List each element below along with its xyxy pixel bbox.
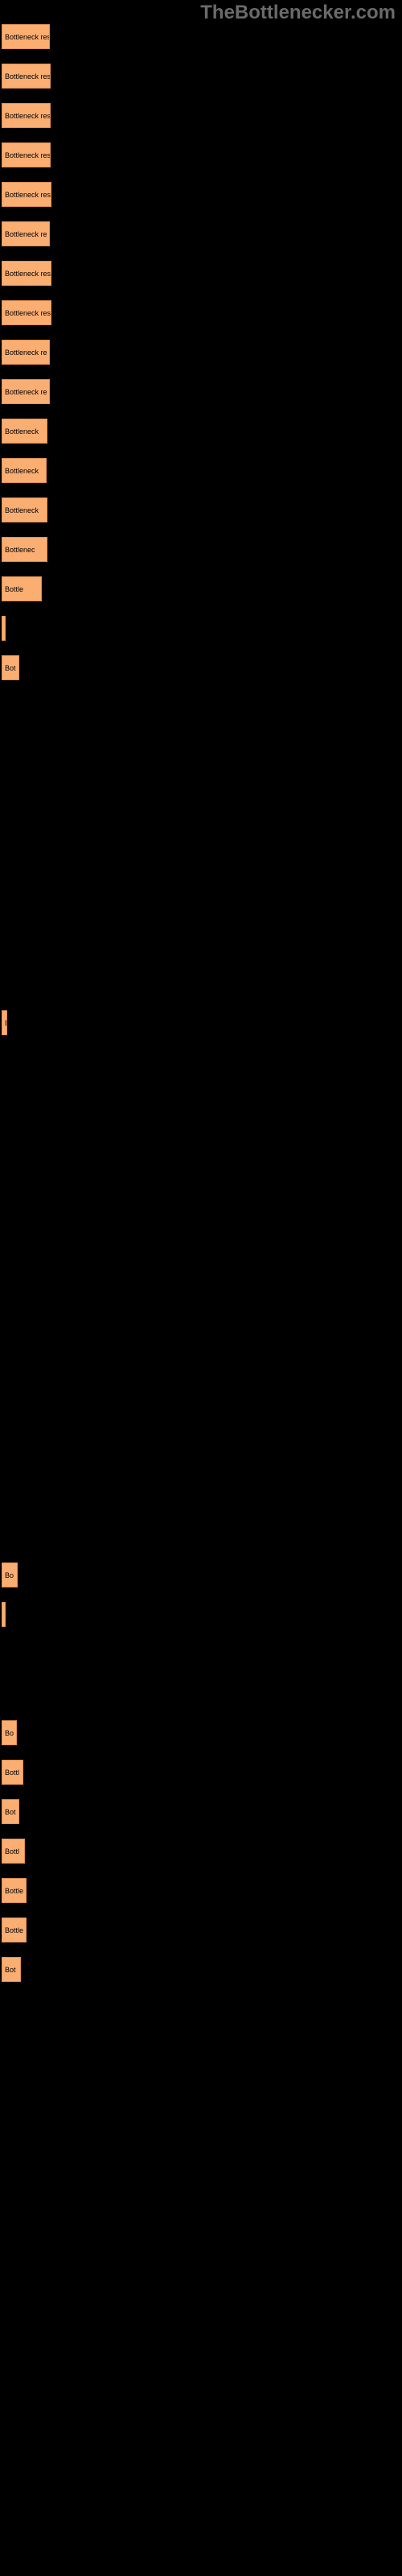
bar-row [2, 695, 400, 720]
watermark-text: TheBottlenecker.com [200, 2, 396, 24]
bar-row: Bottle [2, 576, 400, 601]
bar: Bottleneck re [2, 340, 50, 365]
bar: Bottleneck res [2, 182, 51, 207]
bar: Bottleneck [2, 497, 47, 522]
bar-row: Bottleneck res [2, 64, 400, 89]
bar-row: B [2, 1010, 400, 1035]
bar-row: Bottleneck res [2, 103, 400, 128]
bar-row [2, 1444, 400, 1469]
bar-row: Bottlenec [2, 537, 400, 562]
bar [2, 1602, 6, 1627]
bar-row: Bottl [2, 1839, 400, 1864]
bar-row [2, 1602, 400, 1627]
bar-row [2, 1641, 400, 1666]
bar-row: Bottleneck res [2, 300, 400, 325]
bar: Bottleneck res [2, 64, 51, 89]
bar-row: Bottleneck [2, 497, 400, 522]
bar-chart-container: Bottleneck res Bottleneck res Bottleneck r… [2, 24, 400, 1996]
bar-row: Bottleneck res [2, 142, 400, 167]
bar-row: Bottleneck re [2, 221, 400, 246]
bar-row: Bottle [2, 1878, 400, 1903]
bar: Bottle [2, 576, 42, 601]
bar-row [2, 1050, 400, 1075]
bar: Bottleneck re [2, 379, 50, 404]
bar-row [2, 1168, 400, 1193]
bar: Bottleneck res [2, 142, 51, 167]
bar: Bottle [2, 1878, 27, 1903]
bar: Bottle [2, 1918, 27, 1942]
bar-row: Bottleneck res [2, 182, 400, 207]
bar-row [2, 1089, 400, 1114]
bar-row [2, 1286, 400, 1311]
bar-row: Bottleneck re [2, 340, 400, 365]
bar-row: Bo [2, 1720, 400, 1745]
bar: Bottleneck res [2, 24, 50, 49]
bar: Bot [2, 655, 19, 680]
bar: Bottleneck res [2, 300, 51, 325]
bar-row: Bot [2, 1799, 400, 1824]
bar: Bottl [2, 1760, 23, 1785]
bar-row [2, 813, 400, 838]
bar-row: Bot [2, 655, 400, 680]
bar: Bot [2, 1799, 19, 1824]
bar [2, 616, 6, 641]
bar-row [2, 1208, 400, 1232]
bar-row [2, 892, 400, 917]
bar: Bottl [2, 1839, 25, 1864]
bar-row: Bottle [2, 1918, 400, 1942]
bar-row [2, 1523, 400, 1548]
bar-row [2, 616, 400, 641]
bar-row [2, 971, 400, 996]
bar-row [2, 1247, 400, 1272]
bar: Bottleneck res [2, 103, 51, 128]
bar-row: Bottl [2, 1760, 400, 1785]
bar-row [2, 1681, 400, 1706]
bar: Bo [2, 1720, 17, 1745]
bar-row [2, 1129, 400, 1154]
bar: Bot [2, 1957, 21, 1982]
bar-row [2, 931, 400, 956]
bar: Bottleneck res [2, 261, 51, 286]
bar-row [2, 1484, 400, 1509]
bar-row: Bottleneck [2, 458, 400, 483]
bar-row: Bot [2, 1957, 400, 1982]
bar-row: Bottleneck [2, 419, 400, 444]
bar: Bottleneck [2, 419, 47, 444]
bar-row [2, 1365, 400, 1390]
bar-row: Bottleneck re [2, 379, 400, 404]
bar-row [2, 734, 400, 759]
bar-row [2, 1326, 400, 1351]
bar-row [2, 1405, 400, 1430]
bar-row [2, 774, 400, 799]
bar-row [2, 852, 400, 877]
bar-row: Bottleneck res [2, 24, 400, 49]
bar: Bottleneck [2, 458, 47, 483]
bar-row: Bottleneck res [2, 261, 400, 286]
bar: Bottleneck re [2, 221, 50, 246]
bar: B [2, 1010, 7, 1035]
bar-row: Bo [2, 1563, 400, 1587]
bar: Bo [2, 1563, 18, 1587]
bar: Bottlenec [2, 537, 47, 562]
